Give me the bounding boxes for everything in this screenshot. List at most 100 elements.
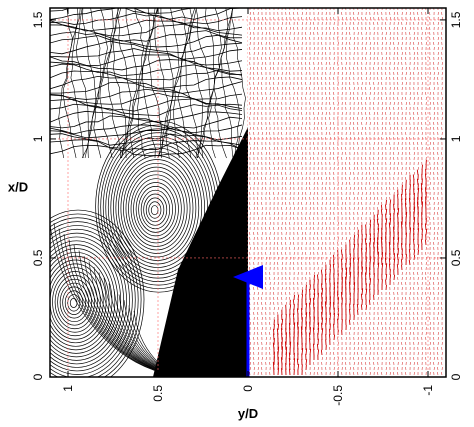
velocity-vector — [301, 196, 303, 201]
velocity-vector — [265, 131, 267, 136]
velocity-vector — [289, 26, 291, 31]
velocity-vector — [269, 76, 271, 81]
velocity-vector — [309, 298, 312, 306]
velocity-vector — [309, 371, 311, 376]
velocity-vector — [425, 261, 427, 266]
velocity-vector — [381, 316, 383, 321]
velocity-vector — [429, 166, 431, 171]
velocity-vector — [293, 36, 295, 41]
velocity-vector — [277, 323, 280, 331]
velocity-vector — [361, 371, 363, 376]
velocity-vector — [313, 146, 315, 151]
velocity-vector — [409, 71, 411, 76]
velocity-vector — [393, 253, 396, 261]
velocity-vector — [365, 146, 367, 151]
velocity-vector — [437, 76, 439, 81]
velocity-vector — [265, 301, 267, 306]
velocity-vector — [365, 304, 368, 311]
velocity-vector — [377, 321, 379, 326]
velocity-vector — [341, 186, 343, 191]
velocity-vector — [277, 166, 279, 171]
velocity-vector — [325, 131, 327, 136]
velocity-vector — [409, 361, 411, 366]
velocity-vector — [316, 344, 319, 351]
velocity-vector — [325, 151, 327, 156]
velocity-vector — [369, 356, 371, 361]
velocity-vector — [433, 61, 435, 66]
streamline — [165, 8, 180, 159]
velocity-vector — [421, 141, 423, 146]
velocity-vector — [341, 11, 343, 16]
velocity-vector — [397, 136, 399, 141]
velocity-vector — [249, 276, 251, 281]
velocity-vector — [373, 171, 375, 176]
velocity-vector — [281, 86, 283, 91]
velocity-vector — [281, 211, 283, 216]
velocity-vector — [261, 356, 263, 361]
velocity-vector — [249, 321, 251, 326]
velocity-vector — [329, 256, 331, 261]
velocity-vector — [341, 146, 343, 151]
velocity-vector — [433, 341, 435, 346]
velocity-vector — [385, 186, 387, 191]
velocity-vector — [397, 126, 399, 131]
velocity-vector — [301, 151, 303, 156]
velocity-vector — [381, 321, 383, 326]
velocity-vector — [365, 111, 367, 116]
velocity-vector — [393, 66, 395, 71]
velocity-vector — [369, 91, 371, 96]
velocity-vector — [397, 166, 399, 171]
velocity-vector — [377, 101, 379, 106]
velocity-vector — [317, 36, 319, 41]
velocity-vector — [393, 41, 395, 46]
velocity-vector — [373, 66, 375, 71]
velocity-vector — [345, 201, 347, 206]
velocity-vector — [301, 266, 303, 271]
velocity-vector — [437, 206, 439, 211]
velocity-vector — [425, 26, 427, 31]
velocity-vector — [369, 219, 372, 226]
velocity-vector — [425, 56, 427, 61]
velocity-vector — [273, 81, 275, 86]
velocity-vector — [261, 231, 263, 236]
velocity-vector — [325, 46, 327, 51]
velocity-vector — [273, 161, 275, 166]
velocity-vector — [369, 41, 371, 46]
velocity-vector — [293, 246, 295, 251]
velocity-vector — [321, 317, 324, 326]
velocity-vector — [293, 156, 295, 161]
velocity-vector — [253, 346, 255, 351]
velocity-vector — [301, 131, 303, 136]
velocity-vector — [341, 221, 343, 226]
velocity-vector — [345, 156, 347, 161]
velocity-vector — [273, 236, 275, 241]
velocity-vector — [333, 106, 335, 111]
velocity-vector — [405, 96, 407, 101]
velocity-vector — [377, 316, 379, 321]
velocity-vector — [369, 16, 371, 21]
velocity-vector — [365, 76, 367, 81]
velocity-vector — [285, 46, 287, 51]
velocity-vector — [401, 361, 403, 366]
velocity-vector — [257, 26, 259, 31]
velocity-vector — [269, 326, 271, 331]
velocity-vector — [269, 181, 271, 186]
velocity-vector — [401, 311, 403, 316]
velocity-vector — [437, 46, 439, 51]
velocity-vector — [396, 264, 399, 271]
velocity-vector — [317, 86, 319, 91]
velocity-vector — [313, 201, 315, 206]
streamline — [231, 8, 246, 159]
streamline — [173, 8, 187, 159]
velocity-vector — [293, 261, 295, 266]
velocity-vector — [333, 101, 335, 106]
streamline — [50, 12, 243, 25]
velocity-vector — [401, 56, 403, 61]
velocity-vector — [357, 96, 359, 101]
velocity-vector — [333, 216, 335, 221]
velocity-vector — [313, 231, 315, 236]
velocity-vector — [345, 71, 347, 76]
velocity-vector — [417, 249, 419, 256]
velocity-vector — [389, 16, 391, 21]
velocity-vector — [385, 204, 387, 211]
